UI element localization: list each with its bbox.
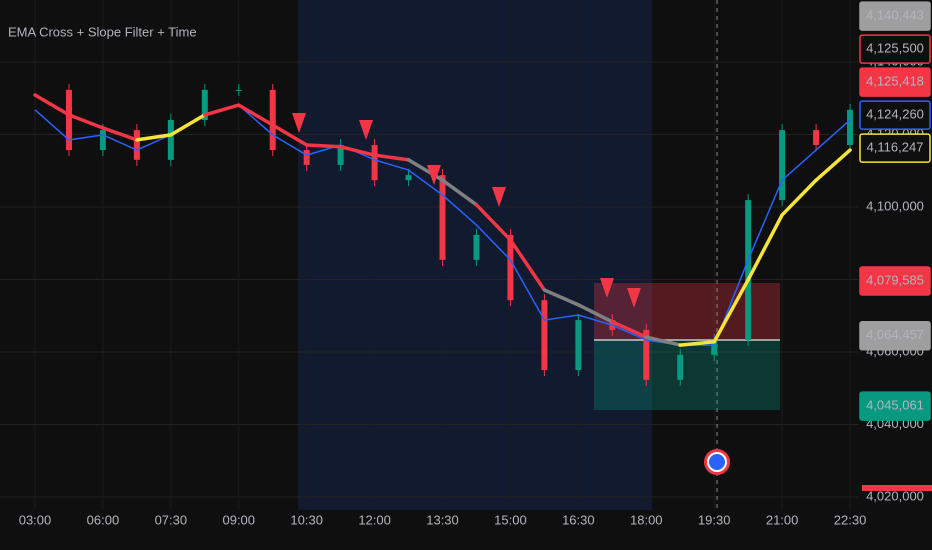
ema-segment bbox=[678, 340, 716, 347]
chart-title: EMA Cross + Slope Filter + Time bbox=[8, 24, 197, 39]
ema-segment bbox=[474, 203, 513, 242]
ema-segment bbox=[237, 103, 275, 127]
sell-signal bbox=[427, 165, 441, 185]
price-label: 4,140,443 bbox=[866, 8, 924, 23]
candle bbox=[779, 130, 786, 201]
candle bbox=[99, 130, 106, 151]
candle bbox=[711, 340, 718, 355]
ema-segment bbox=[712, 278, 750, 344]
signals bbox=[292, 113, 641, 308]
price-label: 4,116,247 bbox=[867, 140, 924, 155]
ema-segment bbox=[644, 335, 682, 347]
ema-segment bbox=[304, 143, 343, 149]
x-tick-label: 12:00 bbox=[358, 512, 391, 527]
candle bbox=[643, 329, 650, 380]
x-tick-label: 19:30 bbox=[698, 512, 731, 527]
ema-segment bbox=[101, 126, 139, 142]
candle bbox=[473, 234, 480, 260]
x-tick-label: 22:30 bbox=[834, 512, 867, 527]
price-label: 4,079,585 bbox=[866, 272, 924, 287]
sell-signal bbox=[492, 187, 506, 207]
ema-segment bbox=[33, 93, 71, 117]
candle bbox=[167, 119, 174, 160]
price-label-box bbox=[859, 100, 931, 130]
candle bbox=[439, 175, 446, 260]
price-label: 4,125,500 bbox=[866, 41, 924, 56]
price-label-box bbox=[859, 321, 931, 351]
ema-segment bbox=[440, 178, 479, 207]
price-label-box bbox=[859, 266, 931, 296]
candle bbox=[337, 144, 344, 165]
price-label-box bbox=[859, 391, 931, 421]
stop-zone bbox=[594, 283, 780, 340]
ema-segment bbox=[135, 133, 173, 142]
ema-segment bbox=[814, 148, 852, 182]
price-label: 4,045,061 bbox=[866, 398, 924, 413]
ema-segment bbox=[542, 288, 581, 307]
candle bbox=[65, 89, 72, 151]
ema-segment bbox=[372, 153, 411, 162]
candle bbox=[677, 354, 684, 380]
price-marker bbox=[862, 485, 932, 491]
sell-signal bbox=[359, 120, 373, 140]
ema-segment bbox=[203, 103, 241, 117]
candle bbox=[405, 175, 412, 181]
ema-segment bbox=[270, 123, 309, 147]
candle bbox=[235, 89, 242, 91]
candle bbox=[133, 130, 140, 160]
price-label-box bbox=[859, 34, 931, 64]
x-tick-label: 06:00 bbox=[87, 512, 120, 527]
x-tick-label: 15:00 bbox=[494, 512, 527, 527]
candle bbox=[371, 144, 378, 181]
sell-signal bbox=[600, 278, 614, 298]
candle bbox=[303, 150, 310, 165]
x-tick-label: 13:30 bbox=[426, 512, 459, 527]
price-label: 4,064,457 bbox=[866, 327, 924, 342]
x-tick-label: 16:30 bbox=[562, 512, 595, 527]
price-label-box bbox=[859, 67, 931, 97]
candle bbox=[745, 200, 752, 340]
sell-signal bbox=[627, 288, 641, 308]
ema-segment bbox=[746, 213, 784, 282]
price-label-box bbox=[859, 133, 931, 163]
x-tick-label: 10:30 bbox=[290, 512, 323, 527]
target-zone bbox=[594, 340, 780, 410]
ema-segment bbox=[67, 113, 105, 130]
y-tick-label: 4,100,000 bbox=[866, 198, 924, 213]
ema-segment bbox=[508, 238, 547, 292]
ema-segment bbox=[576, 303, 615, 324]
candle bbox=[507, 234, 514, 301]
price-label: 4,124,260 bbox=[866, 107, 924, 122]
x-tick-label: 03:00 bbox=[19, 512, 52, 527]
x-tick-label: 18:00 bbox=[630, 512, 663, 527]
candle bbox=[847, 109, 854, 145]
price-label: 4,125,418 bbox=[866, 74, 924, 89]
price-label-box bbox=[859, 1, 931, 31]
candle bbox=[575, 320, 582, 371]
x-tick-label: 21:00 bbox=[766, 512, 799, 527]
candle bbox=[269, 89, 276, 151]
candle bbox=[541, 300, 548, 371]
candle bbox=[813, 130, 820, 145]
ema-segment bbox=[780, 178, 818, 217]
event-flag bbox=[707, 452, 727, 472]
x-tick-label: 09:00 bbox=[222, 512, 255, 527]
candle bbox=[201, 89, 208, 120]
x-tick-label: 07:30 bbox=[155, 512, 188, 527]
ema-segment bbox=[169, 113, 207, 137]
y-tick-label: 4,020,000 bbox=[866, 488, 924, 503]
sell-signal bbox=[292, 113, 306, 133]
ema-segment bbox=[610, 320, 649, 339]
ema-segment bbox=[338, 145, 377, 157]
